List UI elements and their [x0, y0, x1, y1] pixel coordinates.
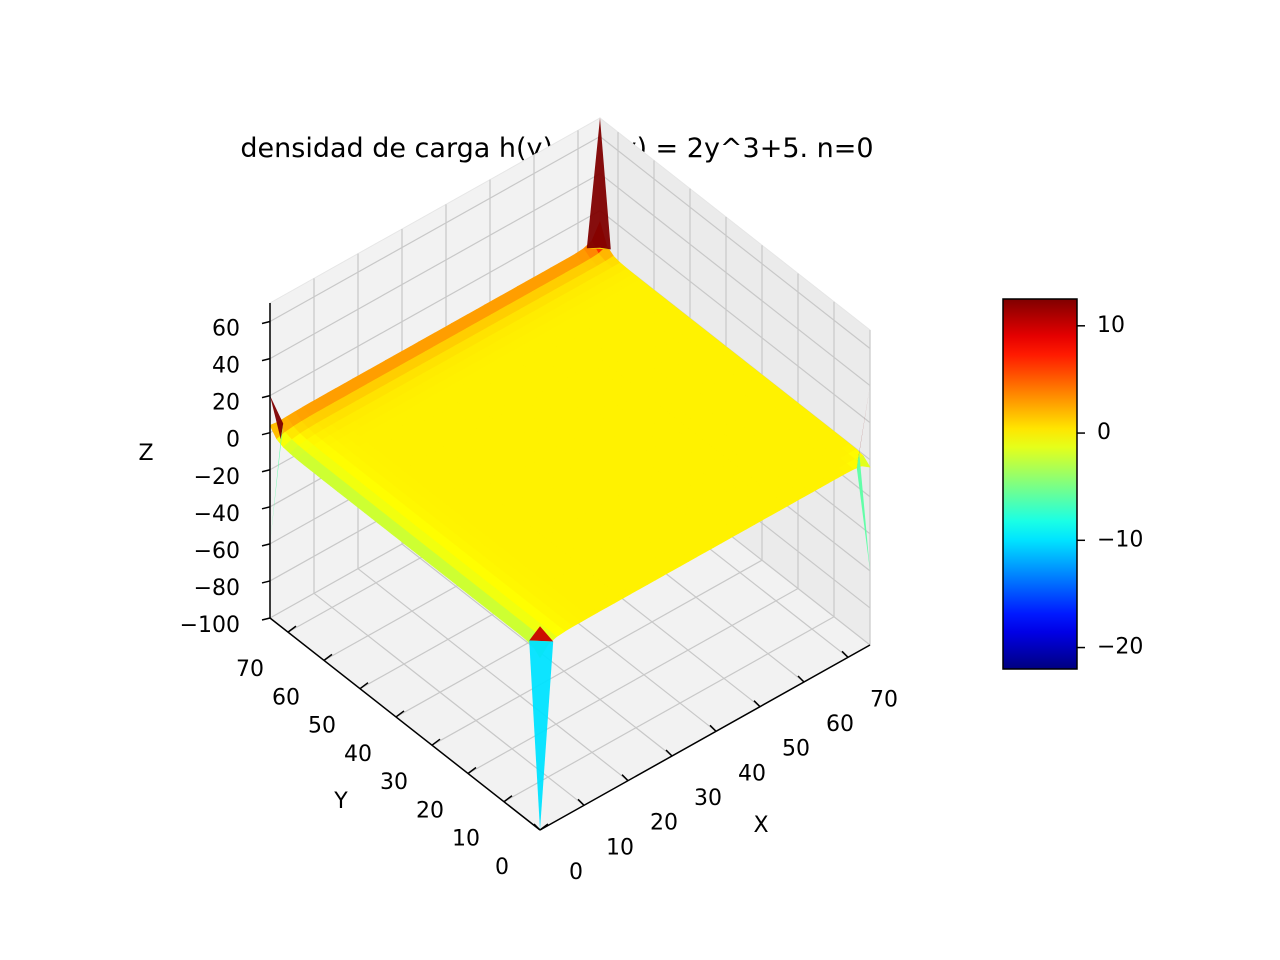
- x-axis-label: X: [753, 813, 768, 838]
- grid-line: [599, 173, 871, 387]
- grid-line: [269, 173, 601, 360]
- x-tick: [577, 798, 585, 806]
- x-tick-label: 40: [738, 761, 766, 786]
- x-axis-line: [539, 644, 871, 831]
- y-tick-label: 30: [380, 770, 408, 795]
- x-tick-label: 20: [650, 811, 678, 836]
- z-tick: [261, 357, 271, 362]
- colorbar-ticks: −20 −10 0 10: [1077, 313, 1143, 660]
- grid-line: [467, 587, 799, 774]
- y-tick-label: 40: [344, 742, 372, 767]
- x-tick: [621, 774, 629, 782]
- y-tick: [359, 682, 369, 690]
- z-tick: [261, 617, 271, 621]
- z-tick-label: −100: [180, 613, 240, 638]
- grid-line: [503, 616, 835, 803]
- x-tick: [753, 700, 761, 708]
- y-tick-label: 20: [416, 799, 444, 824]
- corner-spike: [529, 626, 554, 642]
- y-tick: [323, 653, 333, 662]
- colorbar-tick-label: 10: [1097, 313, 1125, 338]
- z-tick: [261, 543, 271, 547]
- axes: 0 10 20 30 40 50 60 70 0 10 20 30 40 50 60 70 −100 −80 −60…: [180, 303, 898, 885]
- y-tick-label: 60: [272, 685, 300, 710]
- grid-line: [269, 210, 601, 397]
- z-tick-label: −80: [194, 576, 240, 601]
- y-tick-label: 0: [495, 855, 509, 880]
- y-tick-label: 70: [236, 657, 264, 682]
- corner-spike: [856, 385, 870, 469]
- z-axis-label: Z: [138, 441, 153, 466]
- x-tick-label: 30: [694, 786, 722, 811]
- z-tick-label: 60: [212, 317, 240, 342]
- x-tick-label: 60: [826, 712, 854, 737]
- grid-line: [357, 568, 629, 782]
- corner-spike: [856, 452, 870, 571]
- z-tick-label: 40: [212, 354, 240, 379]
- grid-line: [599, 136, 871, 350]
- colorbar: −20 −10 0 10: [1002, 298, 1143, 670]
- z-tick: [261, 506, 271, 510]
- corner-spike: [270, 423, 284, 544]
- z-tick-label: −40: [194, 502, 240, 527]
- colorbar-tick-label: 0: [1097, 420, 1111, 445]
- x-tick-label: 50: [782, 737, 810, 762]
- y-tick: [431, 738, 441, 746]
- z-tick-label: 0: [226, 428, 240, 453]
- z-tick: [261, 320, 271, 325]
- grid-line: [599, 210, 871, 424]
- z-tick-label: 20: [212, 391, 240, 416]
- z-tick: [261, 394, 271, 399]
- x-tick: [665, 749, 673, 757]
- grid-line: [269, 136, 601, 323]
- corner-spike: [586, 118, 611, 250]
- y-tick: [539, 823, 549, 831]
- corner-spike: [270, 395, 284, 440]
- y-axis-label: Y: [333, 789, 348, 814]
- x-tick: [841, 650, 849, 658]
- z-tick-label: −60: [194, 539, 240, 564]
- z-tick: [261, 580, 271, 584]
- y-tick: [503, 795, 513, 803]
- y-axis-line: [269, 617, 541, 831]
- y-tick: [287, 625, 297, 633]
- z-tick: [261, 469, 271, 473]
- y-tick: [467, 766, 477, 775]
- x-tick-label: 10: [606, 835, 634, 860]
- colorbar-tick-label: −10: [1097, 527, 1143, 552]
- grid-line: [431, 559, 763, 746]
- z-tick-label: −20: [194, 465, 240, 490]
- x-tick: [709, 724, 717, 732]
- corner-spike: [586, 247, 611, 250]
- colorbar-tick-label: −20: [1097, 635, 1143, 660]
- x-tick: [797, 675, 805, 683]
- y-tick-label: 50: [308, 714, 336, 739]
- x-tick-label: 0: [569, 860, 583, 885]
- z-tick: [261, 431, 271, 436]
- y-tick: [395, 710, 405, 718]
- colorbar-gradient: [1002, 298, 1078, 670]
- x-tick-label: 70: [870, 687, 898, 712]
- surface-plot: [269, 118, 871, 830]
- y-tick-label: 10: [452, 827, 480, 852]
- corner-spike: [529, 640, 554, 830]
